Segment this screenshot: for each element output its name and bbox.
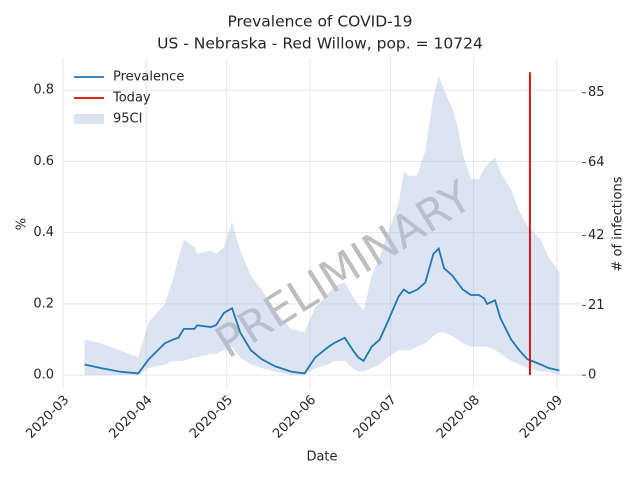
x-tick-label: 2020-04 xyxy=(107,393,156,442)
x-tick-label: 2020-08 xyxy=(434,393,483,442)
y-axis-label: % xyxy=(15,218,30,230)
y2-tick-label: 42 xyxy=(588,228,605,243)
x-tick-label: 2020-09 xyxy=(517,393,566,442)
y2-tick-label: 85 xyxy=(588,85,605,100)
x-tick-label: 2020-06 xyxy=(270,393,319,442)
x-tick-label: 2020-07 xyxy=(351,393,400,442)
y-tick-label: 0.0 xyxy=(33,368,54,383)
y2-tick-label: 64 xyxy=(588,155,605,170)
chart-title: Prevalence of COVID-19 xyxy=(227,13,412,31)
legend-label: Prevalence xyxy=(113,70,184,85)
x-tick-label: 2020-05 xyxy=(187,393,236,442)
legend-swatch xyxy=(74,114,104,124)
y-tick-label: 0.6 xyxy=(33,154,54,169)
legend-label: 95CI xyxy=(113,112,142,127)
y-tick-label: 0.4 xyxy=(33,225,54,240)
x-axis-label: Date xyxy=(306,450,337,465)
y2-tick-label: 21 xyxy=(588,298,605,313)
y2-axis-label: # of infections xyxy=(611,176,626,271)
chart-subtitle: US - Nebraska - Red Willow, pop. = 10724 xyxy=(157,35,483,53)
prevalence-line xyxy=(84,246,560,375)
x-tick-label: 2020-03 xyxy=(23,393,72,442)
ci-band xyxy=(84,75,560,376)
y2-tick-label: 0 xyxy=(588,368,596,383)
legend-label: Today xyxy=(112,91,151,106)
y-tick-label: 0.2 xyxy=(33,296,54,311)
y-tick-label: 0.8 xyxy=(33,83,54,98)
